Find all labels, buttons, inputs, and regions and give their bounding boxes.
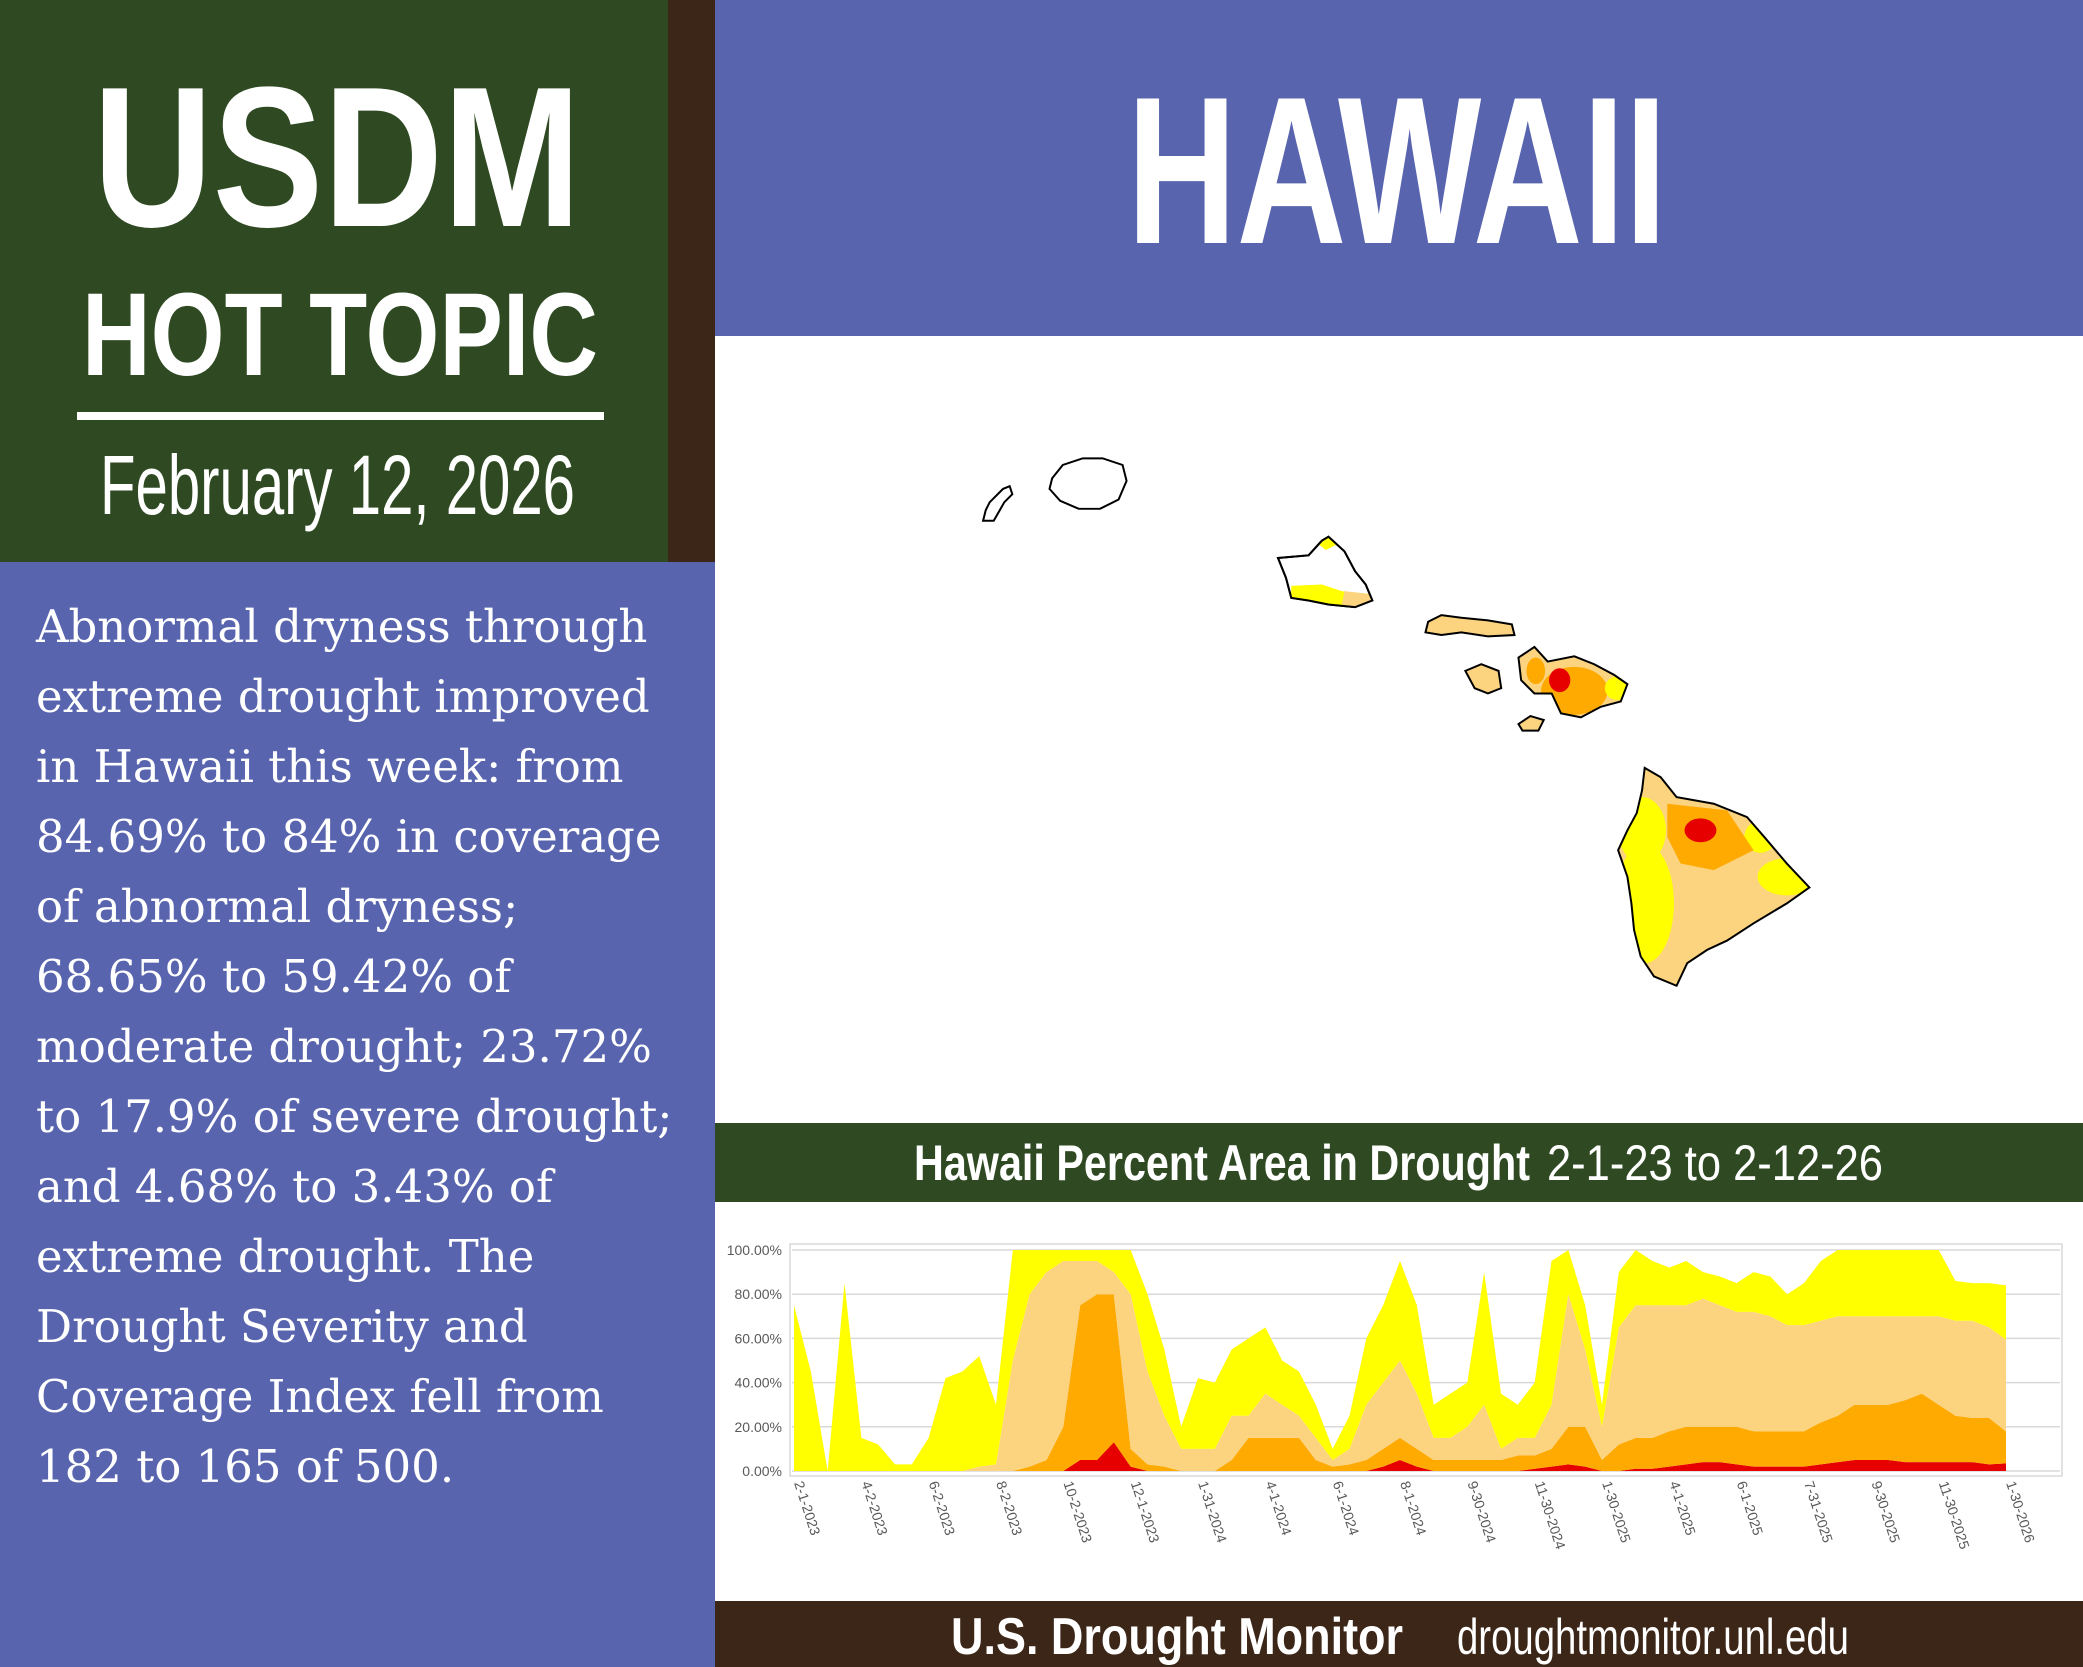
state-banner xyxy=(715,0,2083,336)
header-title: USDM xyxy=(93,46,581,269)
divider-strip xyxy=(668,0,715,562)
island xyxy=(1424,614,1516,638)
maui-zones xyxy=(1518,646,1628,718)
header-rule xyxy=(77,412,604,420)
island-outline xyxy=(1276,535,1374,609)
plot-frame xyxy=(789,1243,2063,1477)
island-outline xyxy=(1517,645,1629,719)
summary-text: Abnormal dryness through extreme drought… xyxy=(36,600,673,1493)
island xyxy=(1517,714,1546,732)
area xyxy=(794,1261,2006,1471)
y-tick-label: 20.00% xyxy=(735,1419,782,1435)
y-tick-label: 0.00% xyxy=(742,1463,782,1479)
y-tick-label: 80.00% xyxy=(735,1286,782,1302)
map-panel xyxy=(715,336,2083,1123)
drought-zone xyxy=(1549,668,1571,693)
summary-panel xyxy=(0,562,715,1667)
area xyxy=(794,1250,2006,1471)
chart-title: Hawaii Percent Area in Drought xyxy=(914,1135,1530,1191)
island xyxy=(1463,663,1503,695)
header-subtitle: HOT TOPIC xyxy=(82,269,598,401)
area xyxy=(794,1442,2006,1471)
y-tick-label: 100.00% xyxy=(727,1242,782,1258)
footer-brand: U.S. Drought Monitor xyxy=(951,1608,1403,1666)
island xyxy=(981,484,1014,522)
island-outline xyxy=(1617,766,1811,988)
header-date: February 12, 2026 xyxy=(100,438,575,532)
chart-subtitle: 2-1-23 to 2-12-26 xyxy=(1547,1135,1883,1191)
footer-url: droughtmonitor.unl.edu xyxy=(1457,1609,1849,1665)
footer-bar xyxy=(715,1601,2083,1667)
chart-title-bar xyxy=(715,1123,2083,1202)
drought-zone xyxy=(1319,536,1337,550)
y-tick-label: 40.00% xyxy=(735,1375,782,1391)
island xyxy=(1048,457,1128,510)
drought-zone xyxy=(1526,657,1546,685)
y-tick-label: 60.00% xyxy=(735,1330,782,1346)
drought-zone xyxy=(1684,818,1717,843)
state-name: HAWAII xyxy=(1127,53,1667,288)
header-panel xyxy=(0,0,715,562)
